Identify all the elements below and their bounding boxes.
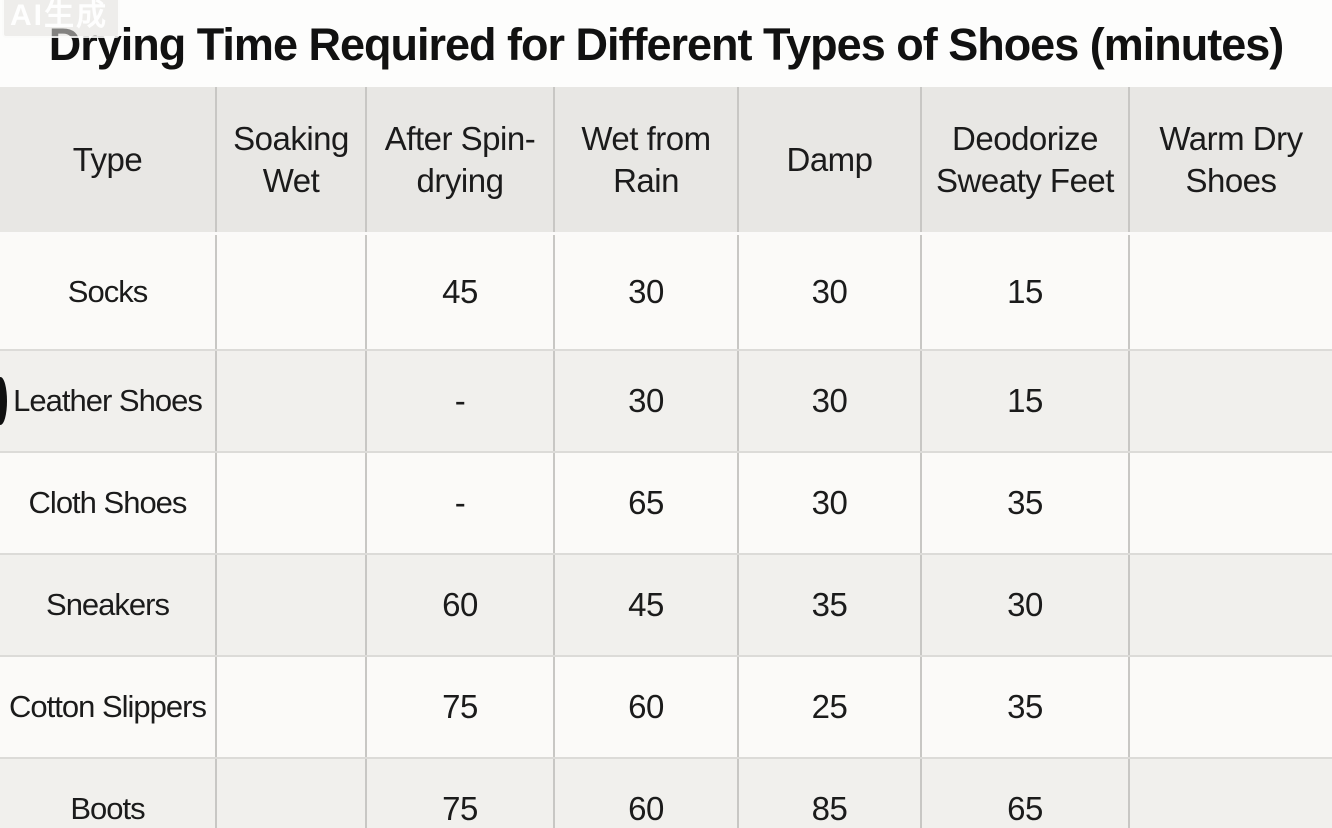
table-row-boots: Boots 75 60 85 65 [0,757,1332,828]
table-cell [1128,235,1332,349]
table-cell [215,555,365,655]
table-row-socks: Socks 45 30 30 15 [0,235,1332,349]
drying-time-table: Type Soaking Wet After Spin-drying Wet f… [0,87,1332,828]
table-cell: 30 [737,453,920,553]
left-edge-artifact [0,377,7,425]
table-cell: 35 [737,555,920,655]
table-cell: 65 [553,453,737,553]
table-cell: 35 [920,453,1128,553]
table-cell [215,657,365,757]
table-row-leather-shoes: Leather Shoes - 30 30 15 [0,349,1332,451]
table-cell: 60 [365,555,553,655]
column-header-after-spin-drying: After Spin-drying [365,87,553,232]
column-header-soaking-wet: Soaking Wet [215,87,365,232]
table-cell: 30 [553,235,737,349]
column-header-damp: Damp [737,87,920,232]
row-label: Boots [70,790,145,826]
table-cell: 75 [365,759,553,828]
table-cell: 15 [920,235,1128,349]
table-cell: 30 [737,351,920,451]
table-cell: 85 [737,759,920,828]
table-cell [215,759,365,828]
column-header-wet-from-rain: Wet from Rain [553,87,737,232]
row-label: Leather Shoes [13,382,203,418]
table-row-sneakers: Sneakers 60 45 35 30 [0,553,1332,655]
table-cell: 35 [920,657,1128,757]
column-header-deodorize-sweaty-feet: Deodorize Sweaty Feet [920,87,1128,232]
table-cell [215,351,365,451]
table-cell [215,453,365,553]
page-title: Drying Time Required for Different Types… [0,0,1332,87]
table-row-cloth-shoes: Cloth Shoes - 65 30 35 [0,451,1332,553]
ai-generated-watermark: AI生成 [2,0,120,38]
table-row-cotton-slippers: Cotton Slippers 75 60 25 35 [0,655,1332,757]
table-cell: 75 [365,657,553,757]
table-cell: 45 [365,235,553,349]
table-cell: - [365,351,553,451]
table-cell: 25 [737,657,920,757]
table-header-row: Type Soaking Wet After Spin-drying Wet f… [0,87,1332,235]
table-cell [1128,759,1332,828]
row-label: Cotton Slippers [9,688,207,724]
column-header-type: Type [72,140,143,178]
table-cell [1128,453,1332,553]
table-cell [1128,351,1332,451]
table-cell: 65 [920,759,1128,828]
table-cell: 30 [553,351,737,451]
table-cell: 30 [920,555,1128,655]
table-cell: 30 [737,235,920,349]
table-cell [215,235,365,349]
row-label: Socks [67,273,148,309]
table-cell [1128,657,1332,757]
column-header-warm-dry-shoes: Warm Dry Shoes [1128,87,1332,232]
table-cell: 60 [553,759,737,828]
table-cell: 45 [553,555,737,655]
row-label: Sneakers [46,586,170,622]
table-cell: 15 [920,351,1128,451]
table-cell [1128,555,1332,655]
row-label: Cloth Shoes [28,484,188,520]
table-cell: 60 [553,657,737,757]
table-cell: - [365,453,553,553]
